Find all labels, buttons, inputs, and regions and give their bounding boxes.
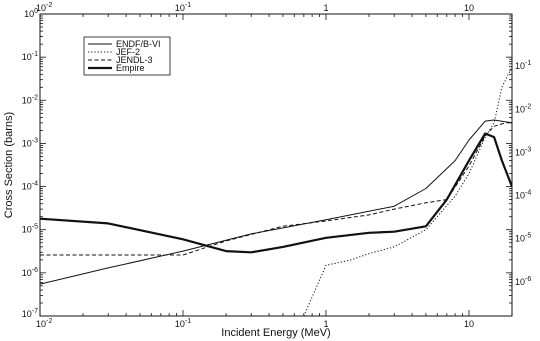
y-tick-label-right-exp: -4	[525, 190, 531, 197]
y-tick-label-exp: -5	[32, 224, 38, 231]
y-tick-label-right: 10-4	[515, 190, 531, 201]
y-tick-label-right-exp: -2	[525, 103, 531, 110]
y-tick-label-right-base: 10	[515, 104, 525, 114]
y-tick-label-right-base: 10	[515, 191, 525, 201]
y-tick-label-right: 10-5	[515, 233, 531, 244]
y-tick-label: 10-3	[22, 137, 38, 148]
legend-label: JENDL-3	[116, 55, 153, 65]
x-axis-title: Incident Energy (MeV)	[221, 327, 330, 339]
y-tick-label-right-exp: -1	[525, 60, 531, 67]
y-tick-label-exp: -7	[32, 308, 38, 315]
x-tick-label-top-exp: -1	[185, 2, 191, 9]
y-tick-label-base: 10	[22, 268, 32, 278]
legend-label: JEF-2	[116, 47, 140, 57]
legend-label: Empire	[116, 63, 145, 73]
x-tick-label-exp: -2	[46, 318, 52, 325]
y-tick-label-right: 10-6	[515, 276, 531, 287]
y-tick-label: 10-4	[22, 181, 38, 192]
y-tick-label-right-base: 10	[515, 147, 525, 157]
y-tick-label-base: 10	[22, 95, 32, 105]
y-tick-label-base: 10	[22, 138, 32, 148]
y-tick-label-right-exp: -5	[525, 233, 531, 240]
x-tick-label-top: 10-1	[175, 2, 191, 13]
x-tick-label-top: 1	[323, 3, 328, 13]
y-tick-label: 10-6	[22, 267, 38, 278]
y-tick-label-exp: -1	[32, 51, 38, 58]
x-tick-label-top-base: 10	[175, 3, 185, 13]
y-tick-label-exp: 0	[34, 8, 38, 15]
plot-frame	[39, 13, 513, 317]
y-tick-label-exp: -4	[32, 181, 38, 188]
x-tick-label: 10-2	[36, 318, 52, 329]
y-tick-label-exp: -2	[32, 94, 38, 101]
series-layer	[40, 66, 512, 316]
x-tick-label-base: 10	[175, 319, 185, 329]
y-tick-label-base: 10	[24, 9, 34, 19]
y-tick-label: 10-1	[22, 51, 38, 62]
series-line-jendl-3	[40, 122, 512, 256]
y-tick-label-right: 10-1	[515, 60, 531, 71]
series-line-empire	[40, 132, 512, 254]
x-tick-label-base: 1	[323, 319, 328, 329]
y-tick-label-right: 10-2	[515, 103, 531, 114]
y-tick-label-base: 10	[22, 225, 32, 235]
x-tick-label-top: 10	[464, 3, 474, 13]
y-tick-label-base: 10	[22, 52, 32, 62]
y-tick-label-right-base: 10	[515, 61, 525, 71]
y-tick-label-exp: -3	[32, 137, 38, 144]
y-tick-label-right-base: 10	[515, 234, 525, 244]
y-tick-label-base: 10	[22, 309, 32, 319]
y-tick-label-base: 10	[22, 182, 32, 192]
y-tick-label-right: 10-3	[515, 146, 531, 157]
x-tick-label-top-exp: -2	[46, 2, 52, 9]
y-tick-label: 10-5	[22, 224, 38, 235]
x-tick-label-base: 10	[36, 319, 46, 329]
x-tick-label-exp: -1	[185, 318, 191, 325]
x-tick-label-top-base: 1	[323, 3, 328, 13]
legend-label: ENDF/B-VI	[116, 39, 161, 49]
y-axis-title: Cross Section (barns)	[3, 112, 15, 218]
x-tick-label-top: 10-2	[36, 2, 52, 13]
y-tick-label-right-base: 10	[515, 277, 525, 287]
x-tick-label-top-base: 10	[36, 3, 46, 13]
y-tick-label: 10-2	[22, 94, 38, 105]
series-line-jef-2	[303, 66, 512, 316]
y-tick-label: 10-7	[22, 308, 38, 319]
y-tick-label: 100	[24, 8, 38, 19]
axes-layer: 10-210-210-110-111101010010-110-110-210-…	[22, 2, 532, 329]
x-tick-label: 1	[323, 319, 328, 329]
y-tick-label-right-exp: -3	[525, 146, 531, 153]
series-line-endf-b-vi	[40, 119, 512, 285]
y-tick-label-exp: -6	[32, 267, 38, 274]
y-tick-label-right-exp: -6	[525, 276, 531, 283]
x-tick-label-top-base: 10	[464, 3, 474, 13]
x-tick-label: 10-1	[175, 318, 191, 329]
x-tick-label-base: 10	[464, 319, 474, 329]
x-tick-label: 10	[464, 319, 474, 329]
